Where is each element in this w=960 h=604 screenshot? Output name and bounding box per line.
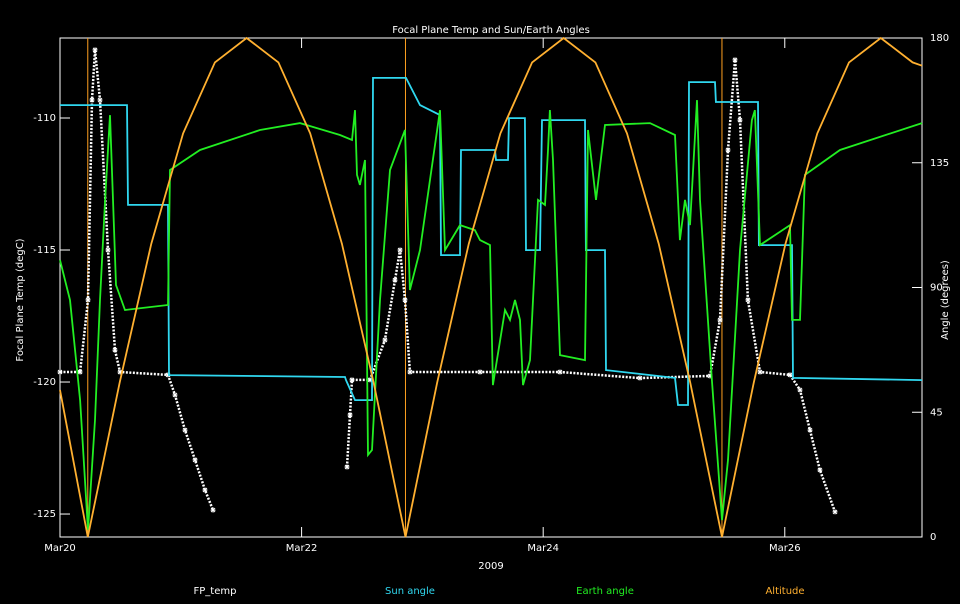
x-tick-label: Mar24 — [527, 543, 559, 554]
data-point — [637, 375, 643, 381]
data-point — [807, 427, 813, 433]
data-point — [797, 387, 803, 393]
y2-tick-label: 45 — [930, 407, 943, 418]
data-point — [832, 509, 838, 515]
data-point — [92, 47, 98, 53]
y-axis-label: Focal Plane Temp (degC) — [15, 238, 26, 361]
legend-label: FP_temp — [194, 586, 237, 597]
data-point — [202, 487, 208, 493]
y2-axis-label: Angle (degrees) — [940, 260, 951, 340]
data-point — [397, 247, 403, 253]
y2-tick-label: 0 — [930, 532, 936, 543]
data-point — [349, 377, 355, 383]
chart-title: Focal Plane Temp and Sun/Earth Angles — [392, 25, 590, 36]
data-point — [732, 57, 738, 63]
y-tick-label: -125 — [33, 509, 56, 520]
x-tick-label: Mar26 — [769, 543, 801, 554]
data-point — [382, 337, 388, 343]
series-line — [59, 100, 923, 531]
data-point — [557, 369, 563, 375]
y2-tick-label: 90 — [930, 283, 943, 294]
data-point — [192, 457, 198, 463]
data-point — [392, 277, 398, 283]
data-point — [105, 247, 111, 253]
y-tick-label: -115 — [33, 245, 56, 256]
data-point — [347, 412, 353, 418]
data-point — [477, 369, 483, 375]
data-point — [57, 369, 63, 375]
data-point — [725, 147, 731, 153]
plot-frame — [59, 37, 923, 538]
legend-label: Sun angle — [385, 586, 435, 597]
data-point — [77, 369, 83, 375]
y2-tick-label: 180 — [930, 33, 949, 44]
y-tick-label: -110 — [33, 113, 56, 124]
data-point — [112, 347, 118, 353]
y2-tick-label: 135 — [930, 158, 949, 169]
x-tick-label: Mar22 — [286, 543, 318, 554]
x-axis-label: 2009 — [478, 561, 503, 572]
data-point — [210, 507, 216, 513]
data-point — [737, 117, 743, 123]
data-point — [367, 377, 373, 383]
data-point — [717, 317, 723, 323]
data-point — [172, 392, 178, 398]
data-point — [165, 372, 171, 378]
series-line — [60, 77, 923, 406]
data-point — [85, 297, 91, 303]
legend-label: Earth angle — [576, 586, 634, 597]
data-point — [407, 369, 413, 375]
data-point — [745, 297, 751, 303]
data-point — [817, 467, 823, 473]
data-point — [402, 297, 408, 303]
data-point — [182, 427, 188, 433]
x-tick-label: Mar20 — [44, 543, 76, 554]
data-point — [787, 372, 793, 378]
data-point — [344, 464, 350, 470]
data-point — [757, 369, 763, 375]
data-point — [97, 97, 103, 103]
legend-label: Altitude — [765, 586, 804, 597]
data-point — [117, 369, 123, 375]
y-tick-label: -120 — [33, 377, 56, 388]
data-point — [707, 373, 713, 379]
series-line — [59, 36, 923, 538]
data-point — [89, 97, 95, 103]
